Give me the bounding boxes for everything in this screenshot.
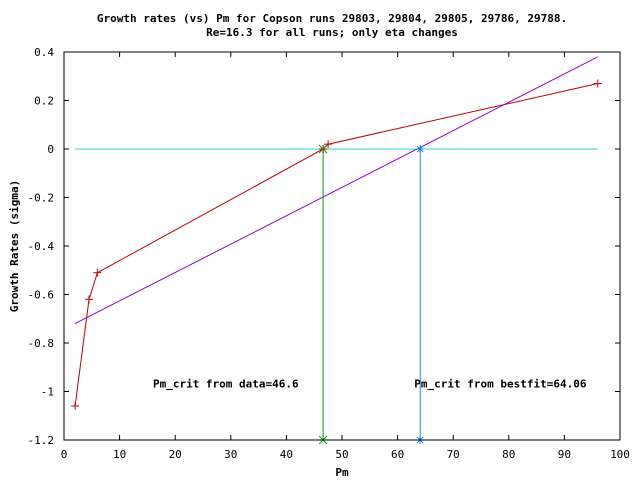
data-point-plus bbox=[71, 402, 80, 411]
y-tick-label: -0.2 bbox=[28, 192, 55, 205]
y-tick-label: 0 bbox=[47, 143, 54, 156]
x-tick-label: 90 bbox=[558, 448, 571, 461]
series-line-1 bbox=[74, 56, 599, 325]
y-tick-label: -0.6 bbox=[28, 289, 55, 302]
x-tick-label: 100 bbox=[610, 448, 630, 461]
x-tick-label: 60 bbox=[391, 448, 404, 461]
x-tick-label: 50 bbox=[335, 448, 348, 461]
y-tick-label: 0.4 bbox=[34, 46, 54, 59]
y-tick-label: -0.8 bbox=[28, 337, 55, 350]
annotation-layer: Pm_crit from data=46.6 Pm_crit from bestf… bbox=[153, 378, 587, 391]
plot-frame bbox=[63, 51, 621, 441]
y-tick-label: -0.4 bbox=[28, 240, 55, 253]
x-axis-label: Pm bbox=[335, 466, 349, 479]
chart-title: Growth rates (vs) Pm for Copson runs 298… bbox=[97, 12, 567, 25]
x-tick-label: 20 bbox=[169, 448, 182, 461]
series-line-0 bbox=[74, 83, 598, 407]
chart-subtitle: Re=16.3 for all runs; only eta changes bbox=[206, 26, 458, 39]
annotation-1: Pm_crit from bestfit=64.06 bbox=[414, 378, 587, 391]
x-tick-label: 10 bbox=[113, 448, 126, 461]
x-tick-label: 40 bbox=[280, 448, 293, 461]
data-point-plus bbox=[593, 79, 602, 88]
y-tick-label: -1 bbox=[41, 386, 54, 399]
data-point-plus bbox=[85, 295, 94, 304]
x-tick-label: 30 bbox=[224, 448, 237, 461]
axis-ticks: 0 10 20 30 40 50 60 70 80 90 100 -1.2 -1 -0.8 -0.6 -0.4… bbox=[28, 46, 630, 461]
x-tick-label: 0 bbox=[61, 448, 68, 461]
x-tick-label: 80 bbox=[502, 448, 515, 461]
data-point-star bbox=[416, 145, 425, 153]
annotation-0: Pm_crit from data=46.6 bbox=[153, 378, 299, 391]
y-tick-label: 0.2 bbox=[34, 95, 54, 108]
data-point-cross bbox=[318, 144, 328, 154]
x-tick-label: 70 bbox=[447, 448, 460, 461]
data-point-plus bbox=[93, 268, 102, 277]
y-tick-label: -1.2 bbox=[28, 434, 55, 447]
y-axis-label: Growth Rates (sigma) bbox=[8, 180, 21, 312]
data-point-plus bbox=[324, 140, 333, 149]
series-layer bbox=[74, 56, 599, 440]
